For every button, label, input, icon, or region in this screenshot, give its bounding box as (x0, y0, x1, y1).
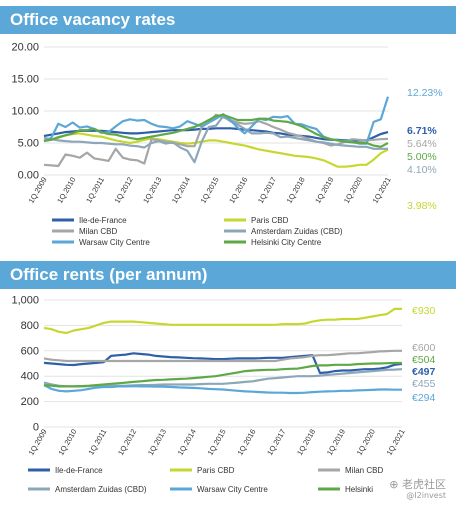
end-label-ile-de-france: 6.71% (407, 125, 437, 137)
end-label-milan-cbd: €600 (412, 342, 436, 354)
legend-label-amsterdam-zuidas-cbd: Amsterdam Zuidas (CBD) (55, 485, 147, 494)
series-line-paris-cbd (43, 132, 389, 168)
series-line-milan-cbd (43, 349, 402, 363)
x-tick-label: 1Q.2010 (56, 428, 78, 457)
series-line-amsterdam-zuidas-cbd (43, 114, 388, 164)
x-tick-label: 1Q.2013 (146, 428, 168, 457)
end-label-paris-cbd: 3.98% (407, 200, 437, 212)
end-label-warsaw-city-centre: €294 (412, 392, 436, 404)
series-line-helsinki-city-centre (43, 113, 389, 148)
watermark-text: ⊕ 老虎社区 (389, 478, 446, 491)
end-label-paris-cbd: €930 (412, 305, 436, 317)
y-tick-label: 600 (21, 345, 39, 357)
y-tick-label: 1,000 (11, 295, 39, 307)
legend-label-helsinki: Helsinki (345, 485, 373, 494)
y-tick-label: 0 (33, 422, 39, 434)
x-tick-label: 1Q.2017 (256, 176, 278, 205)
x-tick-label: 1Q.2021 (385, 428, 407, 457)
rents-chart-title: Office rents (per annum) (0, 261, 456, 289)
legend-label-warsaw-city-centre: Warsaw City Centre (79, 238, 150, 247)
series-line-milan-cbd (43, 113, 389, 168)
x-tick-label: 1Q.2012 (113, 176, 135, 205)
x-tick-label: 1Q.2012 (116, 428, 138, 457)
vacancy-chart-title: Office vacancy rates (0, 6, 456, 34)
x-tick-label: 1Q.2011 (84, 176, 106, 205)
x-tick-label: 1Q.2015 (199, 176, 221, 205)
y-tick-label: 200 (21, 396, 39, 408)
y-tick-label: 0.00 (18, 170, 39, 182)
end-label-warsaw-city-centre: 12.23% (407, 87, 443, 99)
watermark-handle: @I2invest (406, 491, 446, 500)
x-tick-label: 1Q.2013 (141, 176, 163, 205)
rents-chart: 0 200 400 600 800 1,000 1Q.2009 1Q.2010 1Q.2011 1… (11, 295, 436, 495)
series-line-helsinki (43, 361, 402, 388)
x-tick-label: 1Q.2019 (325, 428, 347, 457)
legend-label-paris-cbd: Paris CBD (251, 216, 289, 225)
x-tick-label: 1Q.2020 (355, 428, 377, 457)
legend-label-milan-cbd: Milan CBD (79, 227, 117, 236)
x-tick-label: 1Q.2019 (313, 176, 335, 205)
y-tick-label: 10.00 (11, 106, 39, 118)
y-tick-label: 400 (21, 371, 39, 383)
x-tick-label: 1Q.2009 (27, 428, 49, 457)
legend-label-paris-cbd: Paris CBD (197, 466, 235, 475)
x-tick-label: 1Q.2010 (55, 176, 77, 205)
end-label-milan-cbd: 5.64% (407, 138, 437, 150)
x-tick-label: 1Q.2020 (342, 176, 364, 205)
x-tick-label: 1Q.2014 (170, 176, 192, 205)
end-label-helsinki-city-centre: 5.00% (407, 151, 437, 163)
y-tick-label: 15.00 (11, 74, 39, 86)
legend-label-ile-de-france: Ile-de-France (79, 216, 127, 225)
end-label-amsterdam-zuidas-cbd: 4.10% (407, 164, 437, 176)
x-tick-label: 1Q.2015 (206, 428, 228, 457)
series-line-ile-de-france (43, 352, 403, 375)
y-tick-label: 20.00 (11, 42, 39, 54)
x-tick-label: 1Q.2017 (265, 428, 287, 457)
x-tick-label: 1Q.2014 (176, 428, 198, 457)
series-line-warsaw-city-centre (43, 384, 402, 395)
x-tick-label: 1Q.2016 (227, 176, 249, 205)
end-label-ile-de-france: €497 (412, 366, 436, 378)
series-line-amsterdam-zuidas-cbd (43, 368, 403, 388)
end-label-amsterdam-zuidas-cbd: €455 (412, 378, 436, 390)
y-tick-label: 800 (21, 320, 39, 332)
end-label-helsinki: €504 (412, 354, 436, 366)
legend-label-amsterdam-zuidas-cbd: Amsterdam Zuidas (CBD) (251, 227, 343, 236)
x-tick-label: 1Q.2018 (285, 176, 307, 205)
x-tick-label: 1Q.2021 (371, 176, 393, 205)
legend-label-helsinki-city-centre: Helsinki City Centre (251, 238, 322, 247)
legend-label-milan-cbd: Milan CBD (345, 466, 383, 475)
legend-label-warsaw-city-centre: Warsaw City Centre (197, 485, 268, 494)
x-tick-label: 1Q.2016 (235, 428, 257, 457)
x-tick-label: 1Q.2018 (295, 428, 317, 457)
x-tick-label: 1Q.2011 (86, 428, 108, 457)
series-line-paris-cbd (43, 307, 402, 335)
y-tick-label: 5.00 (18, 138, 39, 150)
legend-label-ile-de-france: Ile-de-France (55, 466, 103, 475)
